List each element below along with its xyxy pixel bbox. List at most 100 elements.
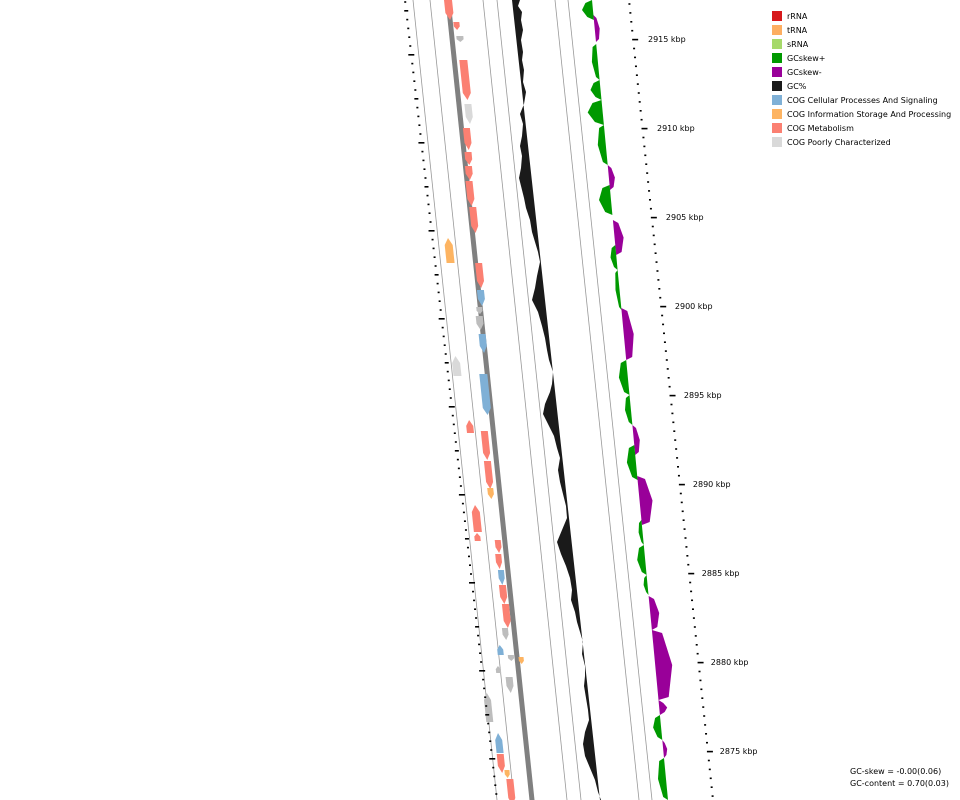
gene-feature xyxy=(507,655,515,661)
gene-feature xyxy=(498,585,508,604)
gc-skew-positive-segment xyxy=(637,545,647,575)
gc-skew-positive-segment xyxy=(658,758,668,800)
gene-feature xyxy=(506,779,516,800)
gene-feature xyxy=(478,334,487,353)
legend-swatch xyxy=(772,109,782,119)
gc-skew-positive-segment xyxy=(590,80,602,100)
gene-feature xyxy=(518,657,524,664)
ring-line xyxy=(429,0,515,800)
gc-skew-positive-segment xyxy=(618,360,630,395)
gene-feature xyxy=(474,533,481,541)
gc-skew-positive-segment xyxy=(626,445,638,480)
legend-item: tRNA xyxy=(772,23,951,37)
legend-label: GCskew- xyxy=(787,67,822,77)
gene-feature xyxy=(475,316,484,330)
gene-feature xyxy=(464,166,473,180)
gc-skew-positive-segment xyxy=(625,395,633,425)
gene-feature xyxy=(495,666,502,673)
gc-skew-negative-segment xyxy=(607,165,615,190)
legend: rRNA tRNA sRNA GCskew+ GCskew- GC% COG Cellula… xyxy=(772,9,951,149)
gc-skew-negative-segment xyxy=(593,15,600,42)
gene-feature xyxy=(494,540,502,553)
legend-swatch xyxy=(772,123,782,133)
gc-skew-negative-segment xyxy=(632,425,640,455)
gene-feature xyxy=(453,22,460,30)
legend-label: COG Information Storage And Processing xyxy=(787,109,952,119)
ring-lines xyxy=(412,0,653,800)
axis-label: 2900 kbp xyxy=(675,302,713,311)
axis-label: 2885 kbp xyxy=(702,569,740,578)
axis-label: 2910 kbp xyxy=(657,124,695,133)
gc-skew-positive-segment xyxy=(653,715,663,740)
gene-feature xyxy=(444,0,454,20)
axis-label: 2905 kbp xyxy=(666,213,704,222)
ring-line xyxy=(567,0,653,800)
gc-skew-positive-segment xyxy=(591,44,600,80)
gene-feature xyxy=(504,770,510,778)
legend-label: COG Cellular Processes And Signaling xyxy=(787,95,938,105)
axis-label: 2890 kbp xyxy=(693,480,731,489)
axis-labels: 2915 kbp 2910 kbp 2905 kbp 2900 kbp 2895 kbp… xyxy=(648,35,758,756)
legend-item: COG Metabolism xyxy=(772,121,951,135)
legend-label: sRNA xyxy=(787,39,809,49)
gene-feature xyxy=(495,554,502,569)
gc-skew-negative-segment xyxy=(662,740,668,758)
gene-track xyxy=(444,0,524,800)
gene-feature xyxy=(466,420,474,433)
gc-skew-negative-segment xyxy=(648,596,660,630)
legend-item: GCskew- xyxy=(772,65,951,79)
stats-panel: GC-skew = -0.00(0.06) GC-content = 0.70(… xyxy=(850,766,949,790)
gc-skew-negative-segment xyxy=(651,630,673,700)
legend-item: COG Poorly Characterized xyxy=(772,135,951,149)
gc-skew-negative-segment xyxy=(637,476,653,525)
gc-skew-stat: GC-skew = -0.00(0.06) xyxy=(850,767,942,776)
legend-label: GC% xyxy=(787,81,807,91)
gene-feature xyxy=(459,60,471,100)
gc-skew-positive-segment xyxy=(638,520,644,545)
legend-item: rRNA xyxy=(772,9,951,23)
gene-feature xyxy=(476,290,485,306)
gene-feature xyxy=(471,505,482,532)
gene-feature xyxy=(465,181,475,206)
gene-feature xyxy=(495,733,504,753)
gc-skew-positive-segment xyxy=(599,185,613,215)
ring-line xyxy=(412,0,498,800)
axis-label: 2875 kbp xyxy=(720,747,758,756)
gene-feature xyxy=(505,677,514,693)
inner-tick-marks xyxy=(404,1,498,795)
legend-item: GCskew+ xyxy=(772,51,951,65)
gc-skew-negative-segment xyxy=(658,700,668,715)
gc-content-stat: GC-content = 0.70(0.03) xyxy=(850,779,949,788)
gene-feature xyxy=(501,628,509,640)
legend-swatch xyxy=(772,53,782,63)
gene-feature xyxy=(475,263,484,288)
legend-swatch xyxy=(772,95,782,105)
axis-label: 2915 kbp xyxy=(648,35,686,44)
ring-line xyxy=(554,0,640,800)
backbone-line xyxy=(445,0,535,800)
gc-skew-negative-segment xyxy=(621,308,634,360)
legend-item: COG Cellular Processes And Signaling xyxy=(772,93,951,107)
gc-skew-positive-segment xyxy=(643,575,649,595)
gene-feature xyxy=(483,461,494,489)
legend-label: COG Metabolism xyxy=(787,123,854,133)
ring-line xyxy=(482,0,568,800)
legend-label: rRNA xyxy=(787,11,808,21)
legend-label: COG Poorly Characterized xyxy=(787,137,891,147)
gene-feature xyxy=(497,570,505,585)
gc-skew-positive-segment xyxy=(582,0,594,20)
legend-item: COG Information Storage And Processing xyxy=(772,107,951,121)
outer-tick-marks xyxy=(628,3,714,797)
legend-swatch xyxy=(772,25,782,35)
gene-feature xyxy=(501,604,511,628)
gene-feature xyxy=(497,645,504,655)
gene-feature xyxy=(479,374,491,415)
genome-backbone xyxy=(445,0,535,800)
axis-label: 2895 kbp xyxy=(684,391,722,400)
gene-feature xyxy=(496,754,505,773)
gc-skew-positive-segment xyxy=(597,125,608,165)
gene-feature xyxy=(476,307,483,314)
gc-content-track xyxy=(512,0,601,800)
legend-label: tRNA xyxy=(787,25,808,35)
